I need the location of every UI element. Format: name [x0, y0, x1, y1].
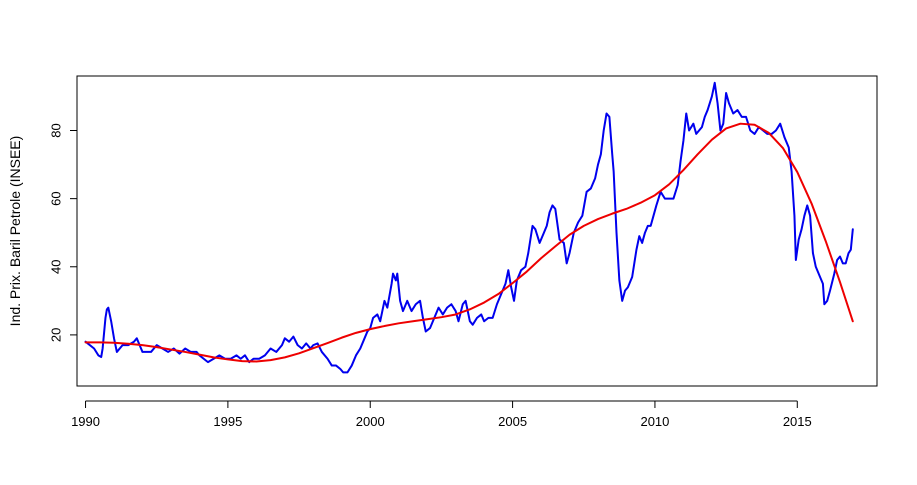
series-layer [84, 81, 854, 374]
x-tick-label: 1995 [213, 414, 242, 429]
plot-frame [76, 75, 878, 387]
x-tick-label: 2005 [498, 414, 527, 429]
trend-line [84, 122, 854, 363]
x-tick-label: 2000 [356, 414, 385, 429]
y-axis-title: Ind. Prix. Baril Petrole (INSEE) [7, 136, 23, 327]
y-tick-label: 20 [48, 328, 63, 342]
y-tick-label: 80 [48, 123, 63, 137]
x-tick-label: 2015 [783, 414, 812, 429]
y-tick-label: 60 [48, 191, 63, 205]
x-tick-label: 2010 [640, 414, 669, 429]
x-axis: 1990 1995 2000 2005 2010 2015 [71, 400, 812, 429]
price-index-line [84, 81, 854, 374]
x-tick-label: 1990 [71, 414, 100, 429]
y-tick-label: 40 [48, 260, 63, 274]
y-axis: 20 40 60 80 [48, 123, 78, 342]
